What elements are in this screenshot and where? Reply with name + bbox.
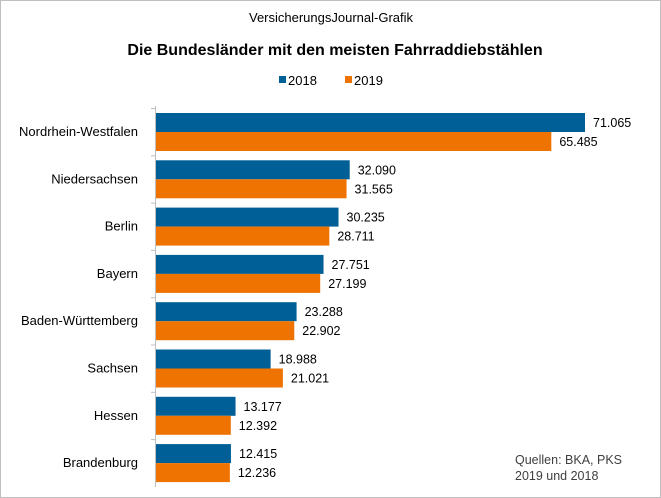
data-label-2018: 12.415 [239,447,277,461]
source-line-1: Quellen: BKA, PKS [515,453,622,467]
category-label: Berlin [105,219,138,234]
data-label-2018: 27.751 [332,258,370,272]
bar-2018 [156,444,231,464]
bar-2018 [156,113,585,132]
data-label-2018: 23.288 [305,305,343,319]
legend-swatch-2018 [279,76,286,83]
data-label-2019: 21.021 [291,372,329,386]
bar-2019 [156,132,552,151]
data-label-2019: 28.711 [337,230,374,244]
category-label: Baden-Württemberg [21,313,138,328]
bar-2018 [156,254,324,274]
bar-2018 [156,207,339,227]
chart-title: Die Bundesländer mit den meisten Fahrrad… [127,42,542,59]
legend-swatch-2019 [345,76,352,83]
data-label-2019: 12.236 [238,466,276,480]
category-label: Bayern [97,266,138,281]
bar-2019 [156,321,295,341]
bar-2019 [156,368,283,388]
category-label: Hessen [94,408,138,423]
bar-2018 [156,349,271,369]
data-label-2019: 65.485 [559,135,597,149]
data-label-2018: 18.988 [279,353,317,367]
legend: 2018 2019 [279,73,383,88]
bar-2019 [156,226,330,246]
data-label-2019: 31.565 [355,182,393,196]
legend-label-2019: 2019 [354,73,383,88]
data-label-2018: 30.235 [347,211,385,225]
data-label-2019: 22.902 [302,324,340,338]
bar-2018 [156,160,350,180]
data-label-2019: 27.199 [328,277,366,291]
category-label: Sachsen [87,361,138,376]
data-label-2018: 13.177 [244,400,282,414]
bar-2018 [156,396,236,416]
bar-2019 [156,415,231,435]
category-label: Brandenburg [63,455,138,470]
data-label-2018: 71.065 [593,116,631,130]
source-line-2: 2019 und 2018 [515,469,598,483]
data-label-2019: 12.392 [239,419,277,433]
data-label-2018: 32.090 [358,163,396,177]
bar-2019 [156,463,230,483]
chart-supertitle: VersicherungsJournal-Grafik [249,10,414,25]
bar-2019 [156,273,321,293]
bar-2019 [156,179,347,199]
category-label: Niedersachsen [51,171,138,186]
legend-label-2018: 2018 [288,73,317,88]
category-label: Nordrhein-Westfalen [19,124,138,139]
bar-2018 [156,302,297,322]
